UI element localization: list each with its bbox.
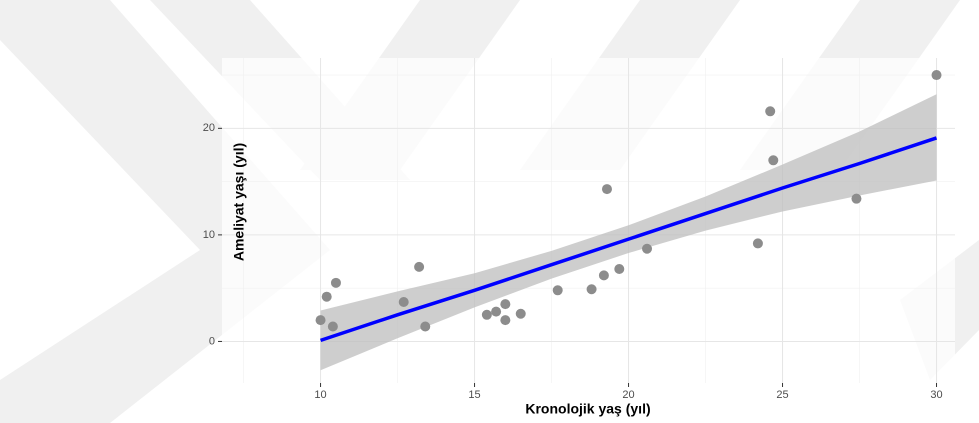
point	[552, 285, 563, 296]
x-tick-label: 10	[314, 389, 326, 401]
x-tick-label: 20	[622, 389, 634, 401]
point	[768, 155, 779, 166]
point	[321, 291, 332, 302]
x-tick-label: 15	[468, 389, 480, 401]
point	[642, 243, 653, 254]
point	[481, 309, 492, 320]
point	[598, 270, 609, 281]
confidence-band	[320, 94, 937, 371]
point	[515, 308, 526, 319]
point	[330, 277, 341, 288]
point	[491, 306, 502, 317]
y-tick-label: 10	[203, 229, 215, 241]
y-tick-label: 20	[203, 122, 215, 134]
point	[315, 315, 326, 326]
point	[398, 297, 409, 308]
point	[931, 70, 942, 81]
point	[614, 263, 625, 274]
point	[601, 184, 612, 195]
point	[420, 321, 431, 332]
point	[500, 299, 511, 310]
point	[765, 106, 776, 117]
regression-line	[320, 136, 938, 343]
point	[327, 321, 338, 332]
y-axis-title: Ameliyat yaşı (yıl)	[231, 143, 247, 261]
point	[414, 261, 425, 272]
x-tick-label: 30	[930, 389, 942, 401]
y-tick-label: 0	[209, 335, 215, 347]
point	[500, 315, 511, 326]
x-tick-label: 25	[776, 389, 788, 401]
x-axis-title: Kronolojik yaş (yıl)	[525, 401, 650, 417]
point	[752, 238, 763, 249]
point	[851, 193, 862, 204]
point	[586, 284, 597, 295]
